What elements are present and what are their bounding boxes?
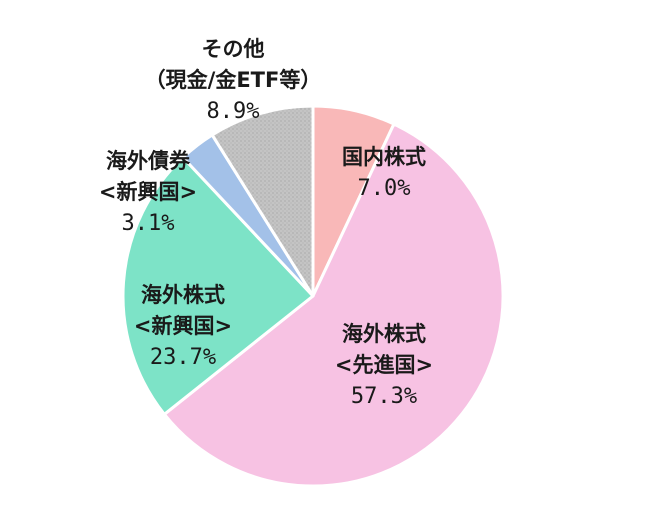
slice-developed-stocks bbox=[162, 122, 505, 488]
slice-name-label: <新興国> bbox=[134, 314, 232, 338]
slice-emerging-stocks bbox=[121, 156, 315, 416]
slice-name-label: 海外株式 bbox=[141, 283, 225, 307]
slice-name-label: 国内株式 bbox=[342, 145, 426, 169]
slice-value-label: 57.3% bbox=[351, 384, 417, 409]
label-developed-stocks: 海外株式 <先進国> 57.3% bbox=[335, 322, 433, 409]
slice-name-label: <先進国> bbox=[335, 353, 433, 377]
pie-labels: 国内株式 7.0% 海外株式 <先進国> 57.3% 海外株式 <新興国> 23.7% 海外債券… bbox=[99, 37, 433, 409]
slice-name-label: 海外債券 bbox=[106, 149, 191, 173]
slice-other bbox=[210, 104, 315, 298]
slice-name-label: （現金/金ETF等） bbox=[145, 68, 322, 92]
slice-value-label: 23.7% bbox=[150, 345, 216, 370]
slice-name-label: その他 bbox=[202, 37, 265, 61]
label-emerging-stocks: 海外株式 <新興国> 23.7% bbox=[134, 283, 232, 370]
slice-value-label: 7.0% bbox=[358, 176, 411, 201]
slice-name-label: <新興国> bbox=[99, 180, 197, 204]
pie-slices bbox=[121, 104, 505, 488]
slice-name-label: 海外株式 bbox=[342, 322, 426, 346]
slice-value-label: 8.9% bbox=[207, 99, 260, 124]
label-emerging-bonds: 海外債券 <新興国> 3.1% bbox=[99, 149, 197, 236]
slice-value-label: 3.1% bbox=[122, 211, 175, 236]
label-other: その他 （現金/金ETF等） 8.9% bbox=[145, 37, 322, 124]
label-domestic-stocks: 国内株式 7.0% bbox=[342, 145, 426, 201]
